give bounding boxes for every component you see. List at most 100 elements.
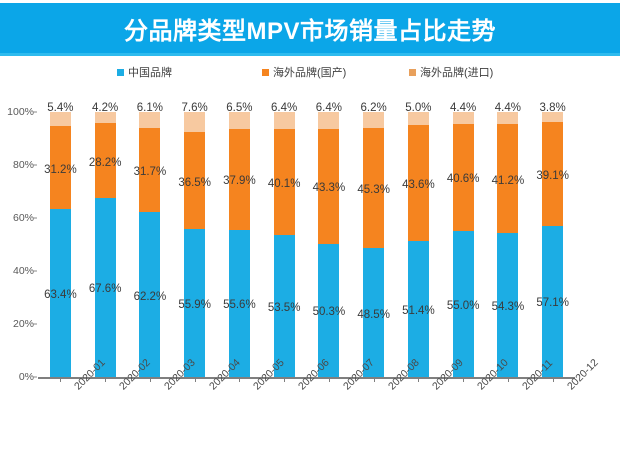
- x-axis-tick-mark: [284, 377, 286, 382]
- y-axis-tick-label: 100%: [7, 106, 34, 118]
- y-axis-tick-label: 80%: [12, 159, 34, 171]
- bar-value-label: 4.4%: [450, 102, 477, 114]
- bar-segment[interactable]: [184, 132, 206, 229]
- bar-segment[interactable]: [452, 123, 474, 232]
- bar-segment[interactable]: [94, 123, 116, 198]
- bar-segment[interactable]: [407, 125, 429, 241]
- bar-segment[interactable]: [49, 112, 71, 127]
- bar-segment[interactable]: [228, 129, 250, 230]
- x-axis-tick-mark: [552, 377, 554, 382]
- bar-segment[interactable]: [273, 128, 295, 236]
- x-axis-tick-mark: [463, 377, 465, 382]
- bar-value-label: 6.4%: [271, 102, 298, 114]
- bar-value-label: 67.6%: [88, 283, 122, 296]
- bar-value-label: 62.2%: [133, 290, 167, 303]
- bar-segment[interactable]: [139, 128, 161, 213]
- bar-segment[interactable]: [497, 233, 519, 377]
- legend-label-overseas-import: 海外品牌(进口): [420, 67, 494, 79]
- bar-value-label: 50.3%: [312, 306, 346, 319]
- bar-segment[interactable]: [94, 112, 116, 124]
- y-axis-tick-mark: [33, 217, 37, 219]
- bar-value-label: 7.6%: [181, 102, 208, 114]
- bar-segment[interactable]: [318, 112, 340, 129]
- bar-segment[interactable]: [49, 126, 71, 209]
- bar-segment[interactable]: [94, 197, 116, 377]
- legend-item-china-brand: 中国品牌: [117, 64, 172, 80]
- bar-segment[interactable]: [49, 209, 71, 377]
- bar-segment[interactable]: [407, 112, 429, 126]
- bar-group[interactable]: 63.4% 31.2% 5.4%: [44, 102, 77, 377]
- bar-segment[interactable]: [542, 122, 564, 226]
- y-axis-tick-label: 60%: [12, 212, 34, 224]
- x-axis-tick-mark: [328, 377, 330, 382]
- bar-segment[interactable]: [363, 112, 385, 129]
- bar-value-label: 55.9%: [178, 298, 211, 311]
- title-banner-underline: [0, 53, 620, 56]
- x-axis-tick-mark: [373, 377, 375, 382]
- plot-area: 63.4% 31.2% 5.4% 67.6% 28.2% 4.2% 62.2% 31.7% 6.…: [38, 102, 575, 377]
- bar-segment[interactable]: [318, 128, 340, 244]
- bar-segment[interactable]: [139, 212, 161, 377]
- bar-value-label: 54.3%: [491, 301, 525, 314]
- bar-group[interactable]: 55.9% 36.5% 7.6%: [178, 102, 211, 377]
- bar-segment[interactable]: [497, 123, 519, 234]
- bar-group[interactable]: 57.1% 39.1% 3.8%: [536, 102, 569, 377]
- legend-swatch-overseas-import: [409, 68, 416, 76]
- bar-value-label: 55.6%: [223, 299, 256, 312]
- bar-segment[interactable]: [184, 112, 206, 133]
- bar-value-label: 51.4%: [402, 304, 435, 317]
- y-axis: 0% 20% 40% 60% 80% 100%: [0, 0, 37, 465]
- bar-value-label: 55.0%: [446, 300, 480, 313]
- bar-value-label: 53.5%: [267, 302, 301, 315]
- x-axis-tick-mark: [149, 377, 151, 382]
- y-axis-tick-mark: [33, 270, 37, 272]
- x-axis-tick-mark: [507, 377, 509, 382]
- bar-value-label: 63.4%: [44, 289, 77, 301]
- bar-segment[interactable]: [228, 112, 250, 130]
- y-axis-tick-mark: [33, 111, 37, 113]
- bar-segment[interactable]: [273, 235, 295, 377]
- legend-swatch-overseas-domestic: [262, 68, 269, 76]
- bar-value-label: 6.5%: [226, 102, 253, 114]
- bar-group[interactable]: 55.6% 37.9% 6.5%: [223, 102, 256, 377]
- bar-value-label: 6.2%: [360, 102, 387, 114]
- bar-value-label: 39.1%: [536, 169, 569, 182]
- bar-group[interactable]: 54.3% 41.2% 4.4%: [492, 102, 524, 377]
- bar-value-label: 48.5%: [357, 308, 390, 321]
- bar-segment[interactable]: [542, 225, 564, 377]
- bar-segment[interactable]: [184, 228, 206, 377]
- bar-group[interactable]: 50.3% 43.3% 6.4%: [313, 102, 345, 377]
- bar-group[interactable]: 51.4% 43.6% 5.0%: [402, 102, 435, 377]
- bar-value-label: 6.1%: [136, 102, 163, 114]
- bar-group[interactable]: 48.5% 45.3% 6.2%: [357, 102, 390, 377]
- bar-group[interactable]: 67.6% 28.2% 4.2%: [89, 102, 121, 377]
- bar-segment[interactable]: [452, 112, 474, 124]
- bar-value-label: 57.1%: [536, 297, 569, 310]
- bar-value-label: 41.2%: [491, 174, 525, 187]
- bar-value-label: 37.9%: [223, 175, 256, 188]
- x-axis-label: 2020-07: [340, 356, 377, 393]
- bar-value-label: 5.0%: [405, 102, 432, 114]
- y-axis-tick-mark: [33, 164, 37, 166]
- x-axis-tick-mark: [60, 377, 62, 382]
- bar-value-label: 40.1%: [267, 178, 301, 191]
- bar-segment[interactable]: [273, 112, 295, 129]
- bar-segment[interactable]: [452, 231, 474, 377]
- bar-value-label: 3.8%: [539, 102, 566, 114]
- x-axis-label: 2020-03: [161, 356, 198, 393]
- bar-segment[interactable]: [497, 112, 519, 124]
- bar-group[interactable]: 55.0% 40.6% 4.4%: [447, 102, 479, 377]
- bar-segment[interactable]: [228, 229, 250, 377]
- bar-value-label: 28.2%: [88, 156, 122, 169]
- chart-legend: 中国品牌 海外品牌(国产) 海外品牌(进口): [0, 64, 620, 82]
- bar-segment[interactable]: [363, 128, 385, 249]
- bar-segment[interactable]: [542, 112, 564, 123]
- bar-group[interactable]: 62.2% 31.7% 6.1%: [134, 102, 166, 377]
- x-axis-line: [38, 377, 575, 379]
- bar-segment[interactable]: [139, 112, 161, 129]
- bar-segment[interactable]: [407, 240, 429, 377]
- bar-value-label: 43.3%: [312, 182, 346, 195]
- bar-segment[interactable]: [363, 248, 385, 377]
- bar-segment[interactable]: [318, 243, 340, 377]
- bar-group[interactable]: 53.5% 40.1% 6.4%: [268, 102, 300, 377]
